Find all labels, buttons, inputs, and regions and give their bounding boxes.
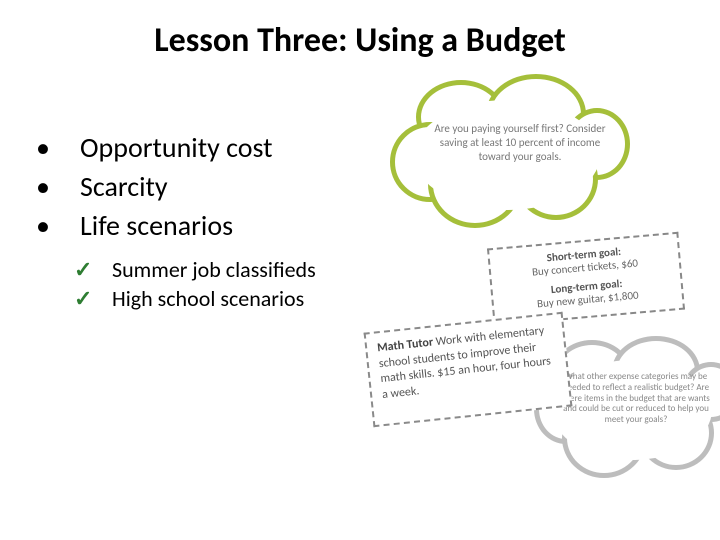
classified-body: Work with elementary school students to … [378, 324, 551, 402]
goals-box: Short-term goal: Buy concert tickets, $6… [487, 232, 685, 326]
bullet-item: • Life scenarios [36, 208, 273, 243]
check-icon: ✓ [74, 256, 110, 283]
subbullet-item: ✓ Summer job classifieds [74, 256, 316, 283]
cloud-grey-text: What other expense categories may be nee… [560, 372, 712, 426]
slide-title: Lesson Three: Using a Budget [0, 20, 720, 61]
cloud-green-text: Are you paying yourself first? Consider … [430, 122, 610, 163]
bullet-dot-icon: • [36, 130, 76, 165]
check-icon: ✓ [74, 285, 110, 312]
bullet-item: • Scarcity [36, 169, 273, 204]
subbullet-text: Summer job classifieds [112, 256, 316, 283]
subbullet-text: High school scenarios [112, 285, 304, 312]
main-bullets: • Opportunity cost • Scarcity • Life sce… [36, 130, 273, 247]
bullet-text: Scarcity [80, 169, 168, 204]
subbullet-item: ✓ High school scenarios [74, 285, 316, 312]
bullet-dot-icon: • [36, 169, 76, 204]
bullet-dot-icon: • [36, 208, 76, 243]
bullet-text: Opportunity cost [80, 130, 273, 165]
bullet-item: • Opportunity cost [36, 130, 273, 165]
sub-bullets: ✓ Summer job classifieds ✓ High school s… [74, 256, 316, 314]
bullet-text: Life scenarios [80, 208, 233, 243]
